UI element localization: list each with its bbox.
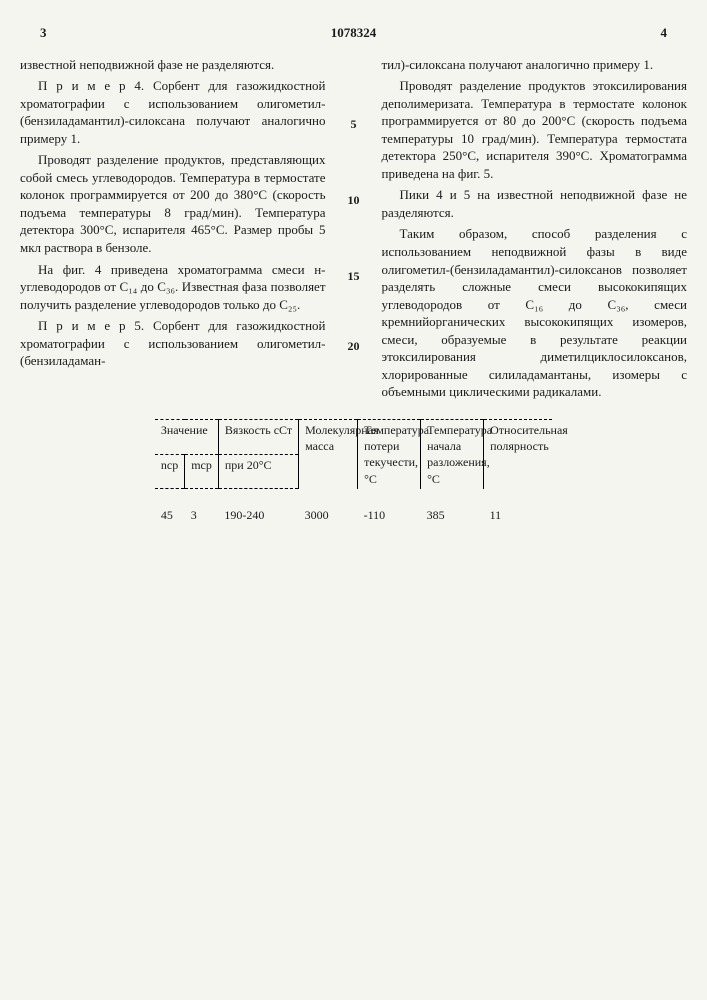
cell: 3 [185, 489, 219, 526]
page-header: 3 1078324 4 [20, 24, 687, 42]
line-number: 15 [344, 268, 364, 284]
col-header: Молекулярная масса [299, 419, 358, 488]
left-column: известной неподвижной фазе не разделяютс… [20, 56, 326, 405]
cell: 3000 [299, 489, 358, 526]
paragraph: П р и м е р 5. Сорбент для газожидкостно… [20, 317, 326, 370]
paragraph: Пики 4 и 5 на известной неподвижной фазе… [382, 186, 688, 221]
table-row: 45 3 190-240 3000 -110 385 11 [155, 489, 552, 526]
col-subheader: при 20°С [218, 454, 298, 489]
line-number: 5 [344, 116, 364, 132]
paragraph: На фиг. 4 приведена хроматограмма смеси … [20, 261, 326, 314]
cell: 11 [484, 489, 553, 526]
col-header: Значение [155, 419, 219, 454]
line-number: 10 [344, 192, 364, 208]
paragraph: П р и м е р 4. Сорбент для газожидкостно… [20, 77, 326, 147]
cell: 385 [421, 489, 484, 526]
col-subheader: mср [185, 454, 219, 489]
col-header: Относительная полярность [484, 419, 553, 488]
col-header: Температура потери текучести, °С [358, 419, 421, 488]
page-right-num: 4 [661, 24, 668, 42]
cell: 45 [155, 489, 185, 526]
paragraph: Проводят разделение продуктов этоксилиро… [382, 77, 688, 182]
col-header: Температура начала разложения, °С [421, 419, 484, 488]
paragraph: Проводят разделение продуктов, представл… [20, 151, 326, 256]
cell: -110 [358, 489, 421, 526]
paragraph: тил)-силоксана получают аналогично приме… [382, 56, 688, 74]
properties-table: Значение Вязкость сСт Молекулярная масса… [155, 419, 552, 525]
line-number: 20 [344, 338, 364, 354]
paragraph: Таким образом, способ разделения с испол… [382, 225, 688, 400]
document-number: 1078324 [47, 24, 661, 42]
paragraph: известной неподвижной фазе не разделяютс… [20, 56, 326, 74]
right-column: тил)-силоксана получают аналогично приме… [382, 56, 688, 405]
col-subheader: nср [155, 454, 185, 489]
col-header: Вязкость сСт [218, 419, 298, 454]
text-columns: известной неподвижной фазе не разделяютс… [20, 56, 687, 405]
line-number-gutter: 5 10 15 20 [344, 56, 364, 405]
cell: 190-240 [218, 489, 298, 526]
